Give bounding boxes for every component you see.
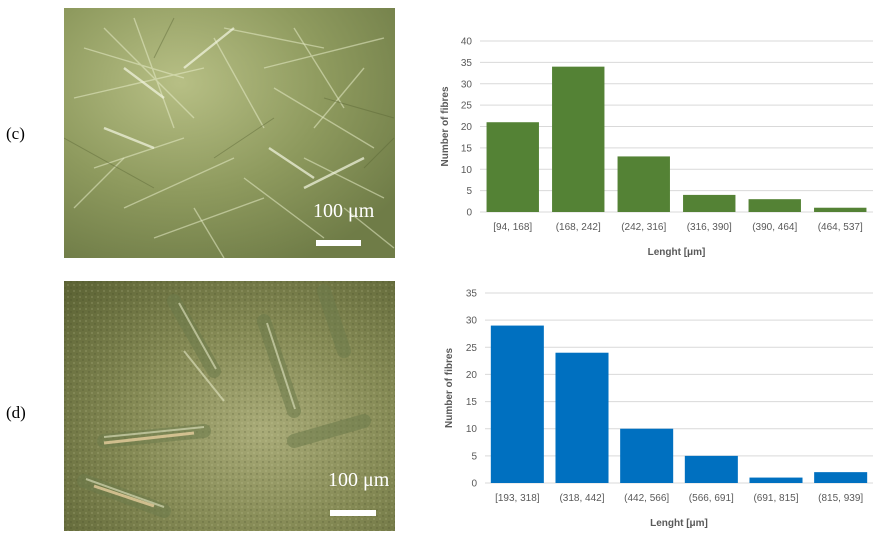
x-axis-title: Lenght [μm] bbox=[650, 518, 708, 529]
y-tick-label: 30 bbox=[466, 316, 478, 327]
micrograph-d-image bbox=[64, 281, 395, 531]
x-tick-label: (390, 464] bbox=[752, 222, 797, 233]
bar bbox=[748, 199, 801, 212]
scale-label-d: 100 μm bbox=[328, 469, 390, 491]
scale-bar-d bbox=[330, 510, 376, 516]
bar bbox=[555, 352, 609, 483]
x-tick-label: (318, 442] bbox=[559, 493, 604, 504]
y-tick-label: 40 bbox=[461, 37, 473, 48]
y-axis-title: Number of fibres bbox=[440, 86, 451, 166]
x-tick-label: [94, 168] bbox=[493, 222, 532, 233]
y-tick-label: 20 bbox=[466, 370, 478, 381]
bar bbox=[620, 428, 674, 483]
bar bbox=[617, 156, 670, 212]
histogram-c: 0 5 10 15 20 25 30 35 40 [94, 168] (168, 242] (242,… bbox=[430, 30, 880, 262]
x-tick-label: (464, 537] bbox=[818, 222, 863, 233]
scale-label-c: 100 μm bbox=[313, 200, 375, 222]
x-axis-title: Lenght [μm] bbox=[648, 247, 706, 258]
y-tick-label: 5 bbox=[471, 451, 477, 462]
x-tick-label: (815, 939] bbox=[818, 493, 863, 504]
bar bbox=[814, 207, 867, 212]
y-tick-label: 25 bbox=[466, 343, 478, 354]
bar bbox=[490, 325, 544, 483]
x-tick-label: [193, 318] bbox=[495, 493, 540, 504]
x-tick-label: (316, 390] bbox=[687, 222, 732, 233]
y-tick-label: 10 bbox=[466, 424, 478, 435]
micrograph-c bbox=[64, 8, 395, 258]
y-tick-label: 10 bbox=[461, 165, 473, 176]
micrograph-c-image bbox=[64, 8, 395, 258]
bar bbox=[486, 122, 539, 212]
y-tick-label: 0 bbox=[466, 208, 472, 219]
x-tick-label: (442, 566] bbox=[624, 493, 669, 504]
micrograph-d bbox=[64, 281, 395, 531]
y-axis-title: Number of fibres bbox=[444, 348, 455, 428]
chart-svg: 0 5 10 15 20 25 30 35 40 [94, 168] (168, 242] (242,… bbox=[440, 37, 873, 258]
x-tick-label: (168, 242] bbox=[556, 222, 601, 233]
y-tick-label: 35 bbox=[466, 289, 478, 300]
chart-svg: 0 5 10 15 20 25 30 35 [193, 318] (318, 442] (442, … bbox=[444, 289, 873, 529]
scale-bar-c bbox=[316, 240, 361, 246]
y-tick-label: 30 bbox=[461, 79, 473, 90]
y-tick-label: 15 bbox=[466, 397, 478, 408]
y-tick-label: 20 bbox=[461, 122, 473, 133]
bar bbox=[749, 477, 803, 483]
histogram-d: 0 5 10 15 20 25 30 35 [193, 318] (318, 442] (442, … bbox=[430, 283, 880, 533]
bar bbox=[684, 455, 738, 483]
y-tick-label: 0 bbox=[471, 479, 477, 490]
x-tick-label: (566, 691] bbox=[689, 493, 734, 504]
x-tick-label: (242, 316] bbox=[621, 222, 666, 233]
bar bbox=[683, 194, 736, 212]
bar bbox=[814, 472, 868, 483]
x-tick-label: (691, 815] bbox=[753, 493, 798, 504]
panel-label-d: (d) bbox=[6, 403, 26, 422]
bar bbox=[552, 66, 605, 213]
y-tick-label: 25 bbox=[461, 101, 473, 112]
y-tick-label: 15 bbox=[461, 143, 473, 154]
panel-label-c: (c) bbox=[6, 124, 25, 143]
y-tick-label: 5 bbox=[466, 186, 472, 197]
y-tick-label: 35 bbox=[461, 58, 473, 69]
